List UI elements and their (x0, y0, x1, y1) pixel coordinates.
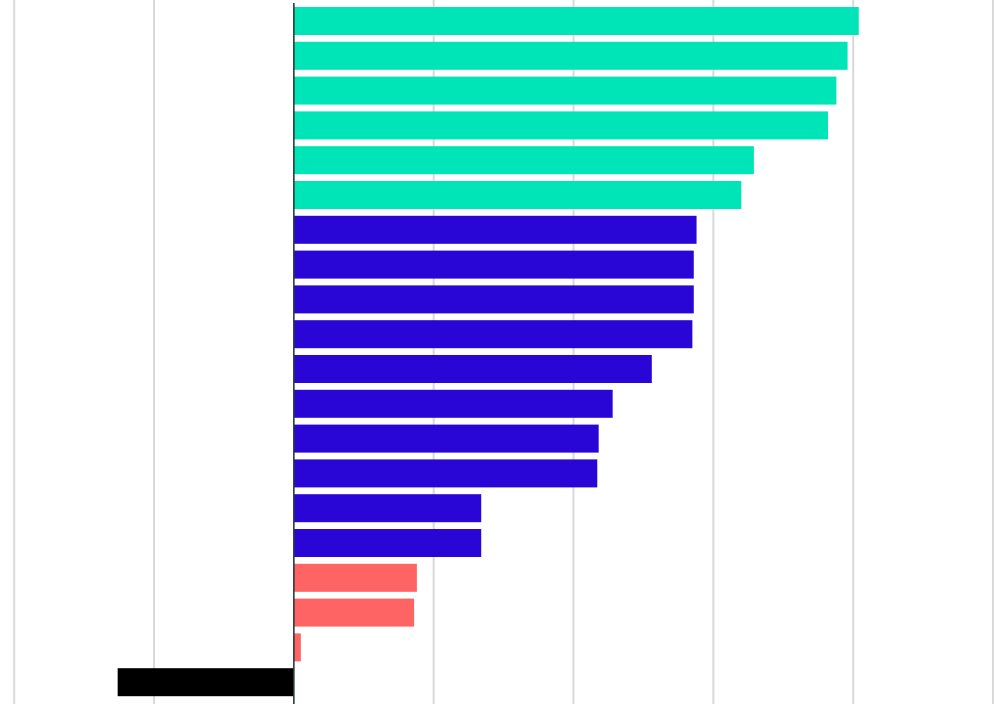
bar-4 (293, 111, 829, 140)
bar-15 (293, 494, 482, 523)
gridlines (13, 0, 994, 704)
bar-7 (293, 215, 697, 244)
bar-1 (293, 7, 859, 35)
bar-16 (293, 529, 482, 557)
bar-14 (293, 459, 598, 488)
bar-20 (117, 668, 294, 697)
bar-11 (293, 355, 652, 383)
bar-5 (293, 146, 754, 175)
bar-6 (293, 181, 742, 209)
bars (117, 7, 859, 697)
bar-2 (293, 41, 848, 70)
bar-18 (293, 598, 415, 627)
bar-12 (293, 389, 613, 418)
bar-13 (293, 424, 599, 453)
bar-8 (293, 250, 694, 279)
bar-19 (293, 633, 301, 662)
bar-10 (293, 320, 693, 349)
bar-17 (293, 563, 417, 592)
bar-9 (293, 285, 694, 314)
bar-3 (293, 76, 837, 105)
